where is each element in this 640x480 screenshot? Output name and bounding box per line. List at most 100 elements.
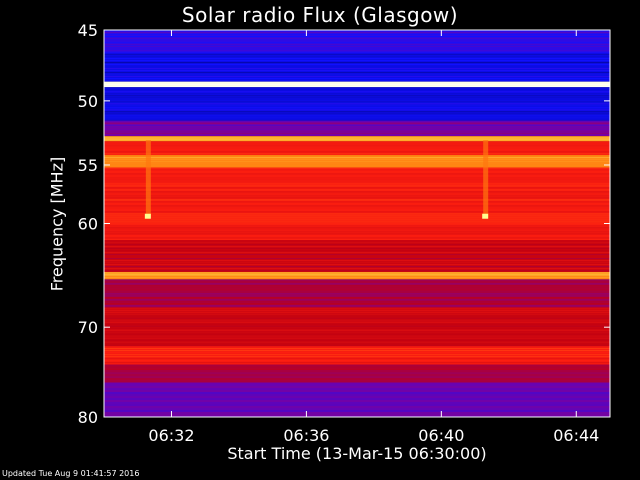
heatmap-texture-row — [104, 215, 610, 217]
heatmap-texture-row — [104, 70, 610, 72]
heatmap-texture-row — [104, 229, 610, 231]
heatmap-texture-row — [104, 197, 610, 199]
heatmap-texture-row — [104, 134, 610, 136]
heatmap-texture-row — [104, 185, 610, 187]
heatmap-texture-row — [104, 159, 610, 161]
heatmap-texture-row — [104, 333, 610, 335]
heatmap-texture-row — [104, 138, 610, 140]
chart-title: Solar radio Flux (Glasgow) — [181, 3, 459, 27]
heatmap-texture-row — [104, 248, 610, 250]
heatmap-texture-row — [104, 81, 610, 83]
x-tick-label: 06:40 — [418, 426, 464, 445]
burst-streak — [483, 140, 489, 217]
heatmap-texture-row — [104, 157, 610, 159]
heatmap-texture-row — [104, 56, 610, 58]
heatmap-texture-row — [104, 354, 610, 356]
heatmap-texture-row — [104, 207, 610, 209]
heatmap-texture-row — [104, 209, 610, 211]
heatmap-texture-row — [104, 283, 610, 285]
heatmap-texture-row — [104, 140, 610, 142]
heatmap-texture-row — [104, 285, 610, 287]
heatmap-texture-row — [104, 99, 610, 101]
heatmap-texture-row — [104, 87, 610, 89]
heatmap-texture-row — [104, 119, 610, 121]
heatmap-texture-row — [104, 246, 610, 248]
heatmap-texture-row — [104, 386, 610, 388]
heatmap-texture-row — [104, 78, 610, 80]
heatmap-texture-row — [104, 48, 610, 49]
heatmap-texture-row — [104, 109, 610, 111]
heatmap-texture-row — [104, 295, 610, 297]
heatmap-texture-row — [104, 50, 610, 51]
heatmap-texture-row — [104, 165, 610, 167]
heatmap-texture-row — [104, 72, 610, 74]
heatmap-texture-row — [104, 169, 610, 171]
heatmap-texture-row — [104, 147, 610, 149]
heatmap-texture-row — [104, 348, 610, 350]
heatmap-texture-row — [104, 406, 610, 408]
heatmap-texture-row — [104, 97, 610, 99]
heatmap-texture-row — [104, 250, 610, 252]
heatmap-texture-row — [104, 303, 610, 305]
heatmap-texture-row — [104, 392, 610, 394]
heatmap-texture-row — [104, 368, 610, 370]
heatmap-texture-row — [104, 189, 610, 191]
heatmap-texture-row — [104, 132, 610, 134]
heatmap-texture-row — [104, 52, 610, 54]
heatmap-texture-row — [104, 38, 610, 39]
heatmap-texture-row — [104, 211, 610, 213]
heatmap-texture-row — [104, 289, 610, 291]
heatmap-texture-row — [104, 117, 610, 119]
heatmap-texture-row — [104, 366, 610, 368]
heatmap-texture-row — [104, 341, 610, 343]
heatmap-texture-row — [104, 307, 610, 309]
heatmap-texture-row — [104, 396, 610, 398]
heatmap-texture-row — [104, 64, 610, 66]
heatmap-texture-row — [104, 233, 610, 235]
heatmap-texture-row — [104, 272, 610, 274]
heatmap-texture-row — [104, 315, 610, 317]
heatmap-texture-row — [104, 260, 610, 262]
heatmap-texture-row — [104, 221, 610, 223]
heatmap-texture-row — [104, 163, 610, 165]
heatmap-texture-row — [104, 374, 610, 376]
y-tick-label: 50 — [78, 92, 98, 111]
y-tick-label: 45 — [78, 21, 98, 40]
heatmap-texture-row — [104, 370, 610, 372]
heatmap-texture-row — [104, 414, 610, 416]
heatmap-texture-row — [104, 227, 610, 229]
heatmap-texture-row — [104, 149, 610, 151]
heatmap-texture-row — [104, 179, 610, 181]
heatmap-texture-row — [104, 309, 610, 311]
heatmap-texture-row — [104, 105, 610, 107]
heatmap-texture-row — [104, 128, 610, 130]
heatmap-texture-row — [104, 293, 610, 295]
heatmap-texture-row — [104, 113, 610, 115]
heatmap-texture-row — [104, 60, 610, 62]
heatmap-texture-row — [104, 187, 610, 189]
heatmap-texture-row — [104, 223, 610, 225]
heatmap-texture-row — [104, 225, 610, 227]
heatmap-texture-row — [104, 167, 610, 169]
heatmap-texture-row — [104, 339, 610, 341]
heatmap-texture-row — [104, 143, 610, 145]
heatmap-texture-row — [104, 66, 610, 68]
heatmap-texture-row — [104, 404, 610, 406]
heatmap-texture-row — [104, 74, 610, 76]
heatmap-texture-row — [104, 89, 610, 91]
heatmap-texture-row — [104, 329, 610, 331]
heatmap-texture-row — [104, 42, 610, 43]
heatmap-texture-row — [104, 402, 610, 404]
y-tick-label: 60 — [78, 215, 98, 234]
heatmap-texture-row — [104, 171, 610, 173]
heatmap-texture-row — [104, 278, 610, 280]
y-axis-label: Frequency [MHz] — [47, 156, 67, 292]
y-tick-label: 55 — [78, 156, 98, 175]
heatmap-band — [104, 382, 610, 417]
heatmap-texture-row — [104, 390, 610, 392]
heatmap-texture-row — [104, 103, 610, 105]
heatmap-texture-row — [104, 177, 610, 179]
heatmap-texture-row — [104, 299, 610, 301]
heatmap-texture-row — [104, 145, 610, 147]
heatmap-texture-row — [104, 380, 610, 382]
